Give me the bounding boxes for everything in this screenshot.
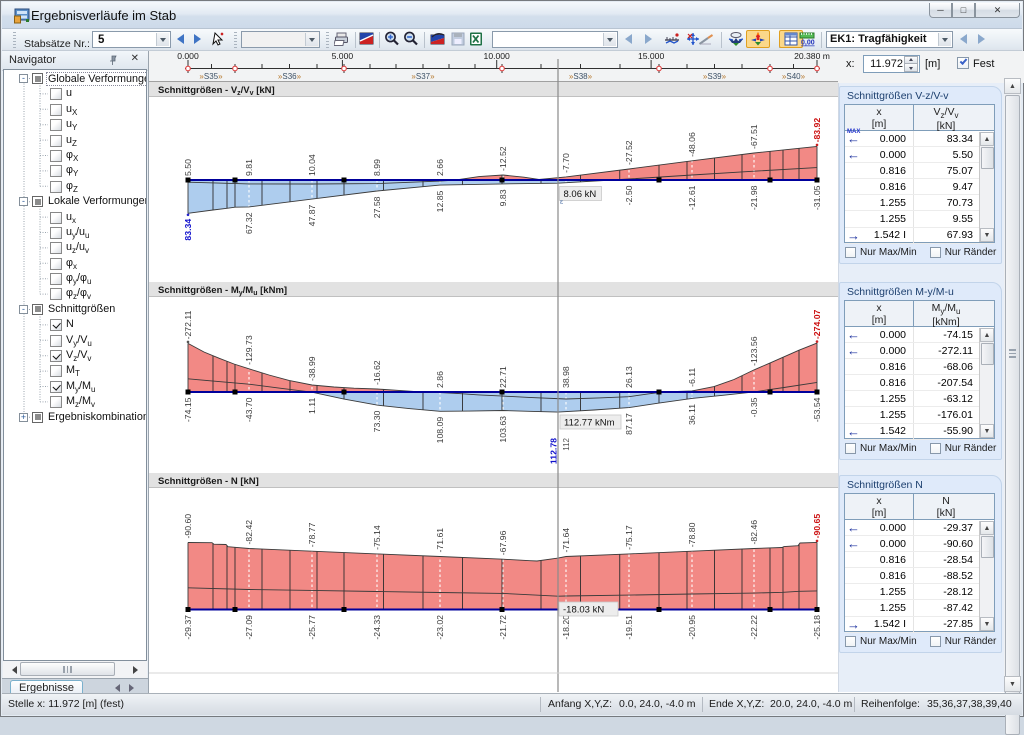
svg-text:9.81: 9.81 <box>244 159 254 176</box>
svg-text:-123.56: -123.56 <box>749 336 759 366</box>
svg-text:-18.03 kN: -18.03 kN <box>563 605 604 616</box>
svg-text:-18.20: -18.20 <box>561 615 571 640</box>
svg-text:-71.64: -71.64 <box>561 528 571 553</box>
svg-text:26.13: 26.13 <box>624 366 634 388</box>
svg-text:20.380 m: 20.380 m <box>794 51 830 61</box>
svg-text:-16.62: -16.62 <box>372 360 382 385</box>
svg-text:»S39»: »S39» <box>703 72 727 81</box>
svg-text:-38.99: -38.99 <box>307 356 317 381</box>
svg-text:2.66: 2.66 <box>435 159 445 176</box>
svg-text:112: 112 <box>562 437 571 450</box>
svg-text:-6.11: -6.11 <box>687 368 697 387</box>
svg-text:38.98: 38.98 <box>561 366 571 388</box>
svg-text:47.87: 47.87 <box>307 204 317 226</box>
svg-text:112.78: 112.78 <box>549 438 559 464</box>
svg-text:67.32: 67.32 <box>244 212 254 234</box>
svg-text:-274.07: -274.07 <box>812 309 822 339</box>
svg-text:»S38»: »S38» <box>569 72 593 81</box>
svg-text:-2.50: -2.50 <box>624 185 634 205</box>
svg-text:-43.70: -43.70 <box>244 397 254 422</box>
svg-text:-20.95: -20.95 <box>687 615 697 640</box>
svg-text:-29.37: -29.37 <box>183 615 193 640</box>
svg-text:5.000: 5.000 <box>332 51 354 61</box>
svg-text:-71.61: -71.61 <box>435 528 445 553</box>
svg-text:36.11: 36.11 <box>687 404 697 425</box>
svg-text:-21.98: -21.98 <box>749 185 759 210</box>
svg-text:-82.46: -82.46 <box>749 520 759 545</box>
svg-text:83.34: 83.34 <box>183 219 193 241</box>
svg-text:-75.17: -75.17 <box>624 525 634 550</box>
svg-text:-78.77: -78.77 <box>307 522 317 547</box>
svg-text:-23.02: -23.02 <box>435 615 445 640</box>
svg-text:-272.11: -272.11 <box>183 310 193 339</box>
svg-text:-31.05: -31.05 <box>812 185 822 210</box>
svg-text:-12.61: -12.61 <box>687 185 697 210</box>
svg-text:103.63: 103.63 <box>498 416 508 443</box>
svg-text:-75.14: -75.14 <box>372 525 382 550</box>
svg-text:-0.35: -0.35 <box>749 397 759 417</box>
svg-text:-90.65: -90.65 <box>812 514 822 539</box>
svg-text:Schnittgrößen - Vz/Vv [kN]: Schnittgrößen - Vz/Vv [kN] <box>158 85 275 97</box>
svg-text:8.06 kN: 8.06 kN <box>564 189 597 200</box>
svg-text:-90.60: -90.60 <box>183 514 193 539</box>
svg-text:-12.52: -12.52 <box>498 146 508 171</box>
svg-text:9.83: 9.83 <box>498 189 508 206</box>
svg-text:2.86: 2.86 <box>435 371 445 388</box>
svg-text:5.50: 5.50 <box>183 159 193 176</box>
svg-text:108.09: 108.09 <box>435 417 445 444</box>
svg-text:0.000: 0.000 <box>177 51 199 61</box>
svg-text:1.11: 1.11 <box>307 398 317 414</box>
svg-text:»S35»: »S35» <box>199 72 223 81</box>
svg-text:»S36»: »S36» <box>278 72 302 81</box>
svg-text:Schnittgrößen - My/Mu [kNm]: Schnittgrößen - My/Mu [kNm] <box>158 285 287 297</box>
svg-text:-27.09: -27.09 <box>244 615 254 640</box>
svg-text:27.58: 27.58 <box>372 196 382 218</box>
svg-text:10.04: 10.04 <box>307 154 317 176</box>
svg-text:0,00: 0,00 <box>801 40 815 47</box>
svg-text:-82.42: -82.42 <box>244 520 254 545</box>
svg-text:-25.77: -25.77 <box>307 615 317 640</box>
svg-text:15.000: 15.000 <box>638 51 665 61</box>
svg-text:ε: ε <box>560 199 563 206</box>
svg-text:-129.73: -129.73 <box>244 335 254 365</box>
svg-text:112.77 kNm: 112.77 kNm <box>564 418 615 429</box>
svg-text:-74.15: -74.15 <box>183 397 193 422</box>
svg-text:-22.22: -22.22 <box>749 615 759 640</box>
svg-text:87.17: 87.17 <box>624 413 634 435</box>
svg-text:Schnittgrößen - N [kN]: Schnittgrößen - N [kN] <box>158 476 259 487</box>
svg-text:-25.18: -25.18 <box>812 615 822 640</box>
svg-text:-24.33: -24.33 <box>372 615 382 640</box>
svg-text:73.30: 73.30 <box>372 410 382 432</box>
svg-text:12.85: 12.85 <box>435 190 445 212</box>
svg-text:-67.96: -67.96 <box>498 530 508 555</box>
svg-text:-19.51: -19.51 <box>624 615 634 640</box>
svg-text:-83.92: -83.92 <box>812 118 822 143</box>
svg-text:-53.54: -53.54 <box>812 397 822 422</box>
svg-text:»S37»: »S37» <box>411 72 435 81</box>
svg-text:8.99: 8.99 <box>372 159 382 176</box>
svg-text:-67.51: -67.51 <box>749 124 759 149</box>
svg-text:-48.06: -48.06 <box>687 132 697 157</box>
svg-text:-27.52: -27.52 <box>624 140 634 165</box>
svg-text:-7.70: -7.70 <box>561 153 571 173</box>
svg-text:-78.80: -78.80 <box>687 522 697 547</box>
svg-text:22.71: 22.71 <box>498 366 508 388</box>
svg-text:-21.72: -21.72 <box>498 615 508 640</box>
svg-text:10.000: 10.000 <box>484 51 511 61</box>
svg-text:»S40»: »S40» <box>782 72 806 81</box>
